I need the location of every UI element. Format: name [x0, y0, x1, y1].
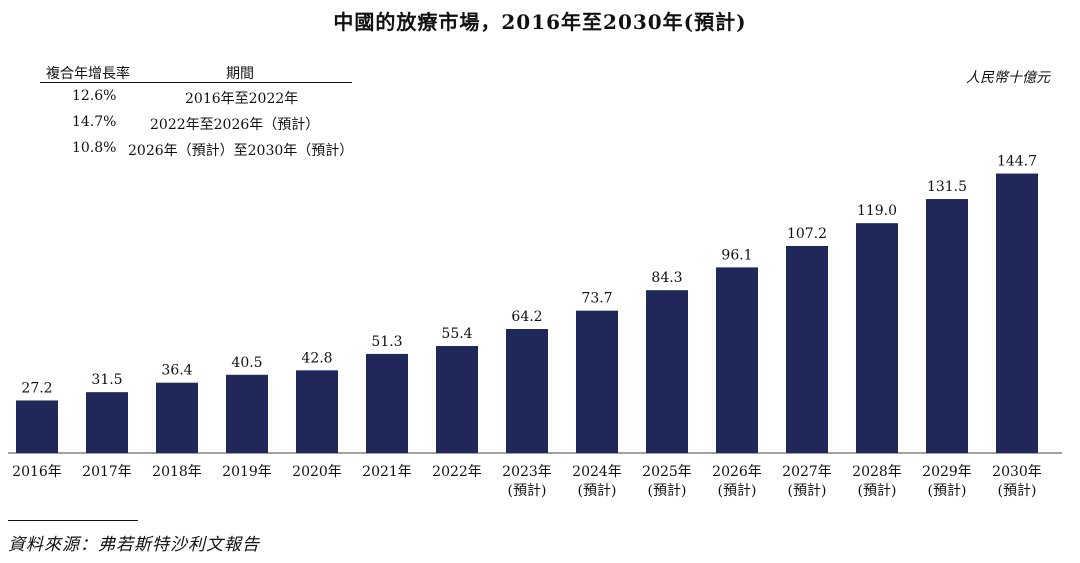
x-tick-label: 2027年	[782, 464, 832, 480]
cagr-row: 10.8% 2026年（預計）至2030年（預計）	[40, 135, 354, 161]
x-tick-label: 2030年	[992, 464, 1042, 480]
data-label: 84.3	[651, 270, 682, 286]
x-tick-label: 2024年	[572, 464, 622, 480]
cagr-header-rate: 複合年增長率	[46, 66, 130, 82]
x-tick-label: 2018年	[152, 464, 202, 480]
cagr-rate: 10.8%	[72, 140, 117, 156]
x-tick-label: 2029年	[922, 464, 972, 480]
bar	[996, 173, 1038, 453]
x-tick-label: (預計)	[858, 483, 897, 499]
x-tick-label: (預計)	[508, 483, 547, 499]
source-note: 資料來源：弗若斯特沙利文報告	[8, 535, 260, 555]
x-tick-label: 2028年	[852, 464, 902, 480]
x-tick-label: (預計)	[928, 483, 967, 499]
x-tick-label: 2023年	[502, 464, 552, 480]
x-tick-label: 2020年	[292, 464, 342, 480]
cagr-rate: 12.6%	[72, 88, 117, 104]
cagr-row: 12.6% 2016年至2022年	[40, 83, 352, 109]
data-label: 131.5	[927, 179, 967, 195]
data-label: 40.5	[231, 355, 262, 371]
x-tick-label: 2022年	[432, 464, 482, 480]
cagr-period: 2016年至2022年	[185, 91, 299, 107]
bar	[716, 267, 758, 453]
data-label: 96.1	[721, 247, 752, 263]
x-tick-label: 2017年	[82, 464, 132, 480]
source-divider	[8, 520, 138, 521]
x-tick-label: (預計)	[648, 483, 687, 499]
x-tick-label: 2026年	[712, 464, 762, 480]
bar-chart: 27.2 2016年 31.5 2017年 36.4 2018年 40.5 2019年 42.8…	[8, 154, 1062, 499]
x-tick-label: (預計)	[718, 483, 757, 499]
data-label: 31.5	[91, 372, 122, 388]
cagr-row: 14.7% 2022年至2026年（預計）	[40, 109, 352, 135]
bar	[226, 374, 268, 453]
data-label: 144.7	[997, 154, 1037, 170]
data-label: 64.2	[511, 309, 542, 325]
bar	[506, 329, 548, 453]
cagr-header-period: 期間	[226, 66, 254, 82]
x-tick-label: (預計)	[578, 483, 617, 499]
cagr-table: 複合年增長率 期間 12.6% 2016年至2022年 14.7% 2022年至…	[40, 62, 354, 161]
cagr-rate: 14.7%	[72, 114, 117, 130]
bar	[856, 223, 898, 453]
data-label: 42.8	[301, 350, 332, 366]
x-tick-label: (預計)	[998, 483, 1037, 499]
bar	[786, 245, 828, 453]
data-label: 119.0	[857, 203, 897, 219]
cagr-header: 複合年增長率 期間	[40, 62, 352, 83]
data-label: 107.2	[787, 226, 827, 242]
cagr-period: 2022年至2026年（預計）	[150, 117, 320, 133]
bar	[86, 392, 128, 453]
bar	[926, 199, 968, 453]
x-tick-label: 2019年	[222, 464, 272, 480]
data-label: 36.4	[161, 363, 192, 379]
chart-title: 中國的放療市場，2016年至2030年(預計)	[333, 10, 747, 34]
bar	[646, 290, 688, 453]
x-tick-label: 2016年	[12, 464, 62, 480]
data-label: 27.2	[21, 380, 52, 396]
bar	[156, 382, 198, 453]
data-label: 51.3	[371, 334, 402, 350]
x-tick-label: (預計)	[788, 483, 827, 499]
x-tick-label: 2025年	[642, 464, 692, 480]
bar	[16, 400, 58, 453]
bar	[576, 310, 618, 453]
bar	[366, 353, 408, 453]
data-label: 73.7	[581, 291, 612, 307]
bar	[436, 346, 478, 453]
cagr-period: 2026年（預計）至2030年（預計）	[128, 143, 354, 159]
x-tick-label: 2021年	[362, 464, 412, 480]
unit-label: 人民幣十億元	[966, 70, 1050, 86]
data-label: 55.4	[441, 326, 472, 342]
bar	[296, 370, 338, 453]
